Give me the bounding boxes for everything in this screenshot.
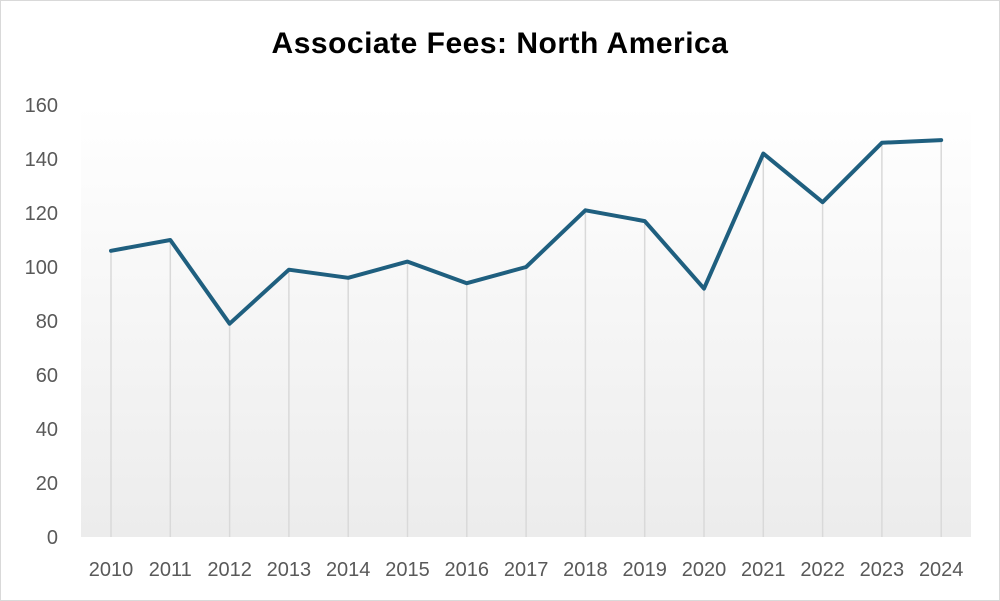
x-tick-label: 2016 <box>445 559 490 581</box>
y-tick-label: 40 <box>36 419 58 441</box>
x-tick-label: 2014 <box>326 559 371 581</box>
y-tick-label: 160 <box>25 95 58 117</box>
x-axis-ticks: 2010 2011 2012 2013 2014 2015 2016 2017 2018 2019… <box>89 559 964 581</box>
y-tick-label: 100 <box>25 257 58 279</box>
y-tick-label: 60 <box>36 365 58 387</box>
series-line <box>109 138 944 326</box>
x-tick-label: 2021 <box>741 559 786 581</box>
x-tick-label: 2013 <box>267 559 312 581</box>
x-tick-label: 2024 <box>919 559 964 581</box>
x-tick-label: 2022 <box>800 559 845 581</box>
x-tick-label: 2019 <box>622 559 667 581</box>
y-tick-label: 80 <box>36 311 58 333</box>
x-tick-label: 2020 <box>682 559 727 581</box>
x-tick-label: 2017 <box>504 559 549 581</box>
y-tick-label: 0 <box>47 527 58 549</box>
y-tick-label: 120 <box>25 203 58 225</box>
x-tick-label: 2010 <box>89 559 134 581</box>
y-tick-label: 20 <box>36 473 58 495</box>
x-tick-label: 2018 <box>563 559 608 581</box>
x-tick-label: 2023 <box>860 559 905 581</box>
x-tick-label: 2012 <box>207 559 252 581</box>
y-axis-ticks: 0 20 40 60 80 100 120 140 160 <box>25 95 58 549</box>
drop-lines <box>110 140 942 537</box>
chart-title: Associate Fees: North America <box>271 27 729 60</box>
x-tick-label: 2011 <box>149 559 192 581</box>
y-tick-label: 140 <box>25 149 58 171</box>
x-tick-label: 2015 <box>385 559 430 581</box>
